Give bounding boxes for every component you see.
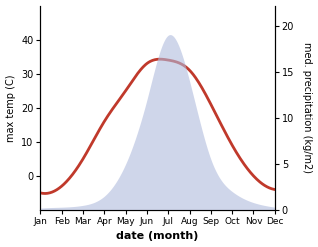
Y-axis label: max temp (C): max temp (C) xyxy=(5,74,16,142)
X-axis label: date (month): date (month) xyxy=(116,231,199,242)
Y-axis label: med. precipitation (kg/m2): med. precipitation (kg/m2) xyxy=(302,42,313,173)
